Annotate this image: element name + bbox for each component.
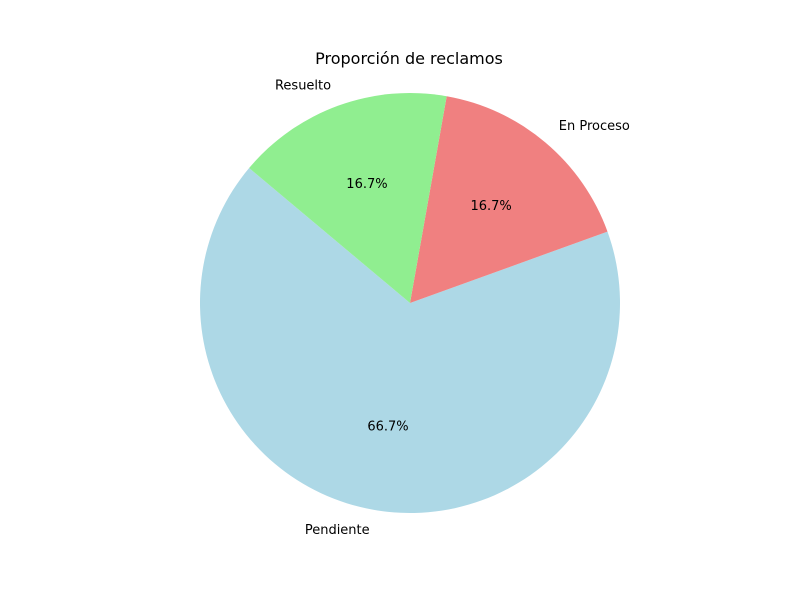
pie-labels: Pendiente 66.7% En Proceso 16.7% Resuelto 16.… bbox=[275, 78, 630, 538]
slice-label-en-proceso: En Proceso bbox=[559, 119, 630, 134]
pie-slice-pendiente bbox=[199, 168, 621, 514]
pie-slice-en-proceso bbox=[410, 96, 608, 303]
percent-label-en-proceso: 16.7% bbox=[470, 199, 511, 214]
percent-label-resuelto: 16.7% bbox=[346, 177, 387, 192]
pie-slice-resuelto bbox=[249, 93, 447, 304]
chart-title: Proporción de reclamos bbox=[315, 49, 503, 68]
pie-slices bbox=[199, 93, 621, 514]
percent-label-pendiente: 66.7% bbox=[367, 420, 408, 435]
slice-label-resuelto: Resuelto bbox=[275, 78, 331, 93]
slice-label-pendiente: Pendiente bbox=[305, 523, 370, 538]
